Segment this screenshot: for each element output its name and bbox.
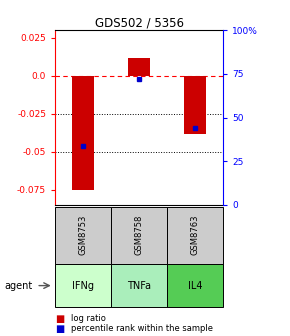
Title: GDS502 / 5356: GDS502 / 5356 <box>95 16 184 29</box>
Text: IL4: IL4 <box>188 281 202 291</box>
Bar <box>184 76 206 133</box>
Bar <box>128 57 151 76</box>
Text: agent: agent <box>4 281 32 291</box>
Text: log ratio: log ratio <box>71 314 106 323</box>
Text: TNFa: TNFa <box>127 281 151 291</box>
Text: percentile rank within the sample: percentile rank within the sample <box>71 324 213 333</box>
Text: ■: ■ <box>55 313 64 324</box>
Text: GSM8763: GSM8763 <box>191 215 200 255</box>
Text: ■: ■ <box>55 324 64 334</box>
Bar <box>72 76 94 190</box>
Text: GSM8758: GSM8758 <box>135 215 144 255</box>
Text: IFNg: IFNg <box>72 281 94 291</box>
Text: GSM8753: GSM8753 <box>79 215 88 255</box>
